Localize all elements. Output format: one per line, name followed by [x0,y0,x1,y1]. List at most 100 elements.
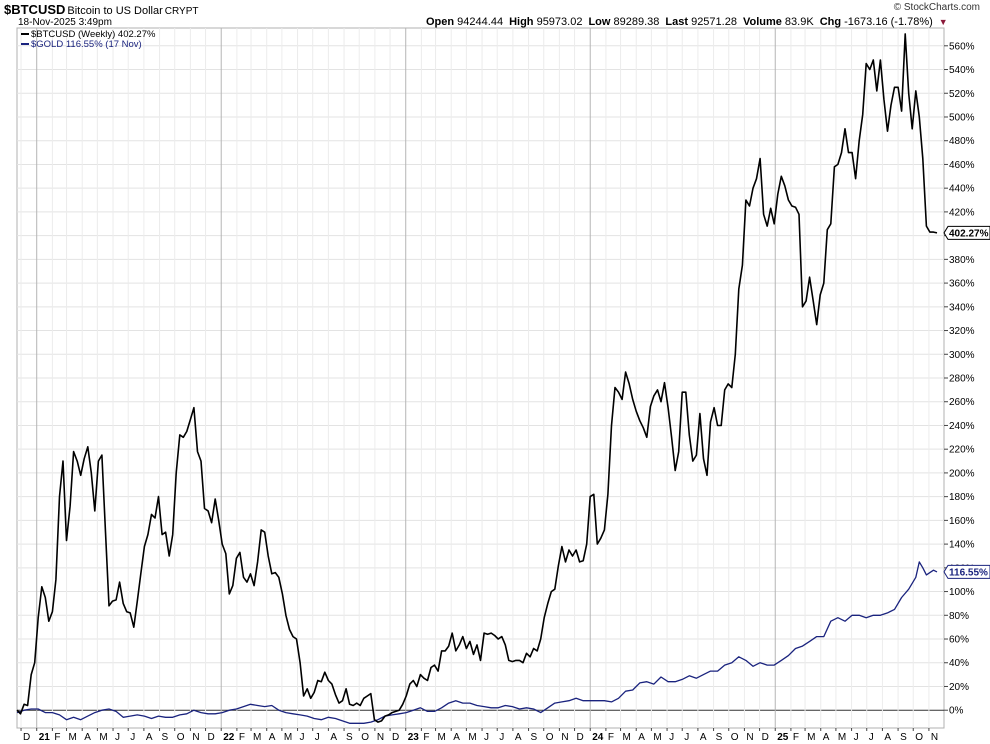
x-tick-label: J [499,732,504,743]
y-tick-label: 300% [949,350,975,361]
x-tick-label: N [192,732,199,743]
x-tick-label: J [869,732,874,743]
x-tick-label: S [346,732,353,743]
quote-value-chg: -1673.16 (-1.78%) [841,16,933,28]
gold-line [16,561,938,724]
last-value-label: 402.27% [949,228,989,239]
x-tick-label: F [793,732,799,743]
x-tick-label: A [823,732,830,743]
y-tick-label: 20% [949,682,969,693]
x-tick-label: J [484,732,489,743]
gold-last-value-tag: 116.55% [943,564,990,579]
y-tick-label: 40% [949,658,969,669]
x-tick-label: O [731,732,739,743]
x-tick-label: M [838,732,846,743]
y-tick-label: 500% [949,112,975,123]
x-tick-label: J [300,732,305,743]
y-tick-label: 80% [949,611,969,622]
y-tick-label: 140% [949,540,975,551]
quote-label-low: Low [588,16,611,28]
symbol: $BTCUSD [4,2,66,17]
x-tick-label: A [700,732,707,743]
y-tick-label: 440% [949,184,975,195]
x-tick-label: O [177,732,185,743]
brand-watermark: © StockCharts.com [893,2,980,13]
y-tick-label: 240% [949,421,975,432]
y-tick-label: 380% [949,255,975,266]
x-tick-label: D [23,732,30,743]
exchange-label: CRYPT [164,6,199,17]
x-tick-label: A [330,732,337,743]
x-tick-label: D [762,732,769,743]
x-tick-label: A [269,732,276,743]
x-tick-label: J [684,732,689,743]
x-tick-label: N [931,732,938,743]
x-tick-label: A [84,732,91,743]
quote-value-last: 92571.28 [688,16,737,28]
x-tick-label: S [900,732,907,743]
x-tick-label: A [453,732,460,743]
x-tick-label: A [515,732,522,743]
y-tick-label: 200% [949,468,975,479]
symbol-description: Bitcoin to US Dollar [67,5,163,17]
quote-summary: Open 94244.44 High 95973.02 Low 89289.38 La… [426,16,948,28]
quote-label-open: Open [426,16,455,28]
chart-header-title: $BTCUSD Bitcoin to US Dollar CRYPT [4,2,199,17]
x-tick-label: J [669,732,674,743]
y-tick-label: 360% [949,279,975,290]
y-tick-label: 60% [949,635,969,646]
y-tick-label: 460% [949,160,975,171]
x-tick-label: S [716,732,723,743]
x-tick-label: D [392,732,399,743]
x-tick-label: M [69,732,77,743]
y-tick-label: 480% [949,136,975,147]
x-tick-label: N [377,732,384,743]
x-tick-label: F [54,732,60,743]
quote-label-high: High [509,16,534,28]
y-tick-label: 420% [949,207,975,218]
legend-entry: $BTCUSD (Weekly) 402.27% [31,29,156,40]
x-tick-label: M [253,732,261,743]
x-tick-label: M [807,732,815,743]
x-tick-label: M [438,732,446,743]
x-tick-label: J [854,732,859,743]
x-tick-label: D [208,732,215,743]
x-tick-label: N [561,732,568,743]
chart-datetime: 18-Nov-2025 3:49pm [18,17,112,28]
btcusd-last-value-tag: 402.27% [943,225,990,240]
quote-label-last: Last [665,16,689,28]
x-tick-label: O [361,732,369,743]
y-tick-label: 520% [949,89,975,100]
x-tick-label: F [423,732,429,743]
x-tick-label: F [239,732,245,743]
x-tick-label: J [315,732,320,743]
y-tick-label: 220% [949,445,975,456]
x-tick-label: J [130,732,135,743]
x-tick-label: A [146,732,153,743]
x-tick-label: O [546,732,554,743]
x-tick-label: A [884,732,891,743]
x-tick-label: D [577,732,584,743]
y-tick-label: 160% [949,516,975,527]
x-tick-label: M [468,732,476,743]
y-tick-label: 280% [949,374,975,385]
quote-label-volume: Volume [742,16,782,28]
x-tick-label: M [99,732,107,743]
x-tick-label: S [162,732,169,743]
x-tick-label: N [746,732,753,743]
last-value-label: 116.55% [949,567,988,578]
x-tick-label: A [638,732,645,743]
quote-value-high: 95973.02 [533,16,583,28]
btcusd-line [16,33,938,723]
quote-value-volume: 83.9K [781,16,814,28]
x-tick-label: 21 [39,732,51,743]
y-tick-label: 180% [949,492,975,503]
y-tick-label: 100% [949,587,975,598]
x-tick-label: F [608,732,614,743]
x-tick-label: 22 [223,732,235,743]
y-tick-label: 260% [949,397,975,408]
x-tick-label: J [115,732,120,743]
x-tick-label: S [531,732,538,743]
y-tick-label: 0% [949,706,964,717]
